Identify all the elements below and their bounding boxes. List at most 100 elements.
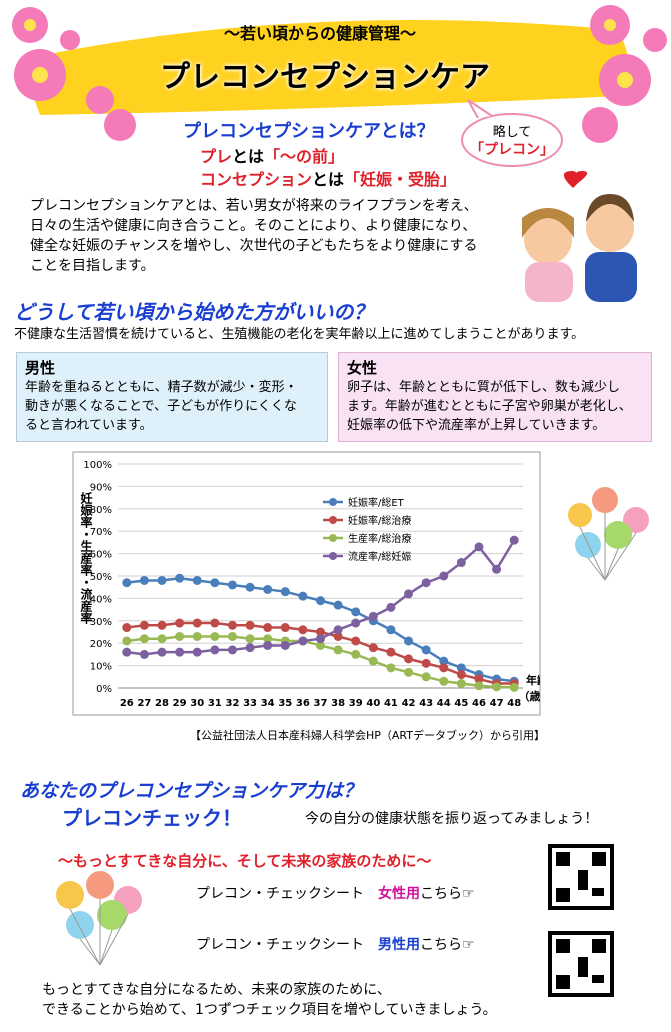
banner xyxy=(20,20,640,115)
data-point xyxy=(386,647,396,657)
data-point xyxy=(175,647,185,657)
x-tick-label: 30 xyxy=(190,698,204,709)
data-point xyxy=(421,645,431,655)
data-point xyxy=(404,636,414,646)
y-tick-label: 30% xyxy=(90,617,112,628)
x-tick-label: 40 xyxy=(366,698,380,709)
x-tick-label: 48 xyxy=(507,698,521,709)
sheet-link[interactable]: プレコン・チェックシート 女性用こちら☞ xyxy=(196,883,475,903)
line: 年齢を重ねるとともに、精子数が減少・変形・ xyxy=(25,380,298,395)
data-point xyxy=(280,623,290,633)
data-point xyxy=(333,600,343,610)
data-point xyxy=(280,640,290,650)
x-tick-label: 31 xyxy=(208,698,222,709)
data-point xyxy=(210,631,220,641)
data-point xyxy=(316,640,325,650)
subtitle: ～若い頃からの健康管理～ xyxy=(223,24,416,43)
data-point xyxy=(456,679,466,689)
data-point xyxy=(263,584,273,594)
data-point xyxy=(245,582,255,592)
data-point xyxy=(122,623,132,633)
sheet-here: こちら☞ xyxy=(420,937,475,953)
data-point xyxy=(122,636,132,646)
word: とは xyxy=(232,147,265,166)
data-point xyxy=(227,631,237,641)
x-tick-label: 45 xyxy=(454,698,468,709)
x-tick-label: 26 xyxy=(120,698,134,709)
line: ことを目指します。 xyxy=(30,258,155,274)
legend-label: 妊娠率/総ET xyxy=(348,496,405,509)
data-point xyxy=(456,558,466,568)
data-point xyxy=(456,670,466,680)
data-point xyxy=(456,663,466,673)
slogan: ～もっとすてきな自分に、そして未来の家族のために～ xyxy=(58,852,432,870)
sheet-link[interactable]: プレコン・チェックシート 男性用こちら☞ xyxy=(196,934,475,954)
check-note: 今の自分の健康状態を振り返ってみましょう！ xyxy=(305,811,599,827)
data-point xyxy=(439,663,449,673)
x-tick-label: 29 xyxy=(173,698,187,709)
data-point xyxy=(122,578,132,588)
data-point xyxy=(474,674,484,684)
x-tick-label: 27 xyxy=(137,698,151,709)
data-point xyxy=(139,634,149,644)
x-tick-label: 39 xyxy=(349,698,363,709)
data-point xyxy=(439,656,449,666)
data-point xyxy=(192,631,202,641)
data-point xyxy=(139,620,149,630)
data-point xyxy=(333,645,343,655)
data-point xyxy=(157,575,167,585)
line: 卵子は、年齢とともに質が低下し、数も減少し xyxy=(347,380,621,395)
data-point xyxy=(227,645,237,655)
data-point xyxy=(351,636,361,646)
data-point xyxy=(351,618,361,628)
line: ます。年齢が進むとともに子宮や卵巣が老化し、 xyxy=(347,399,632,414)
term: プレ xyxy=(200,147,233,166)
data-point xyxy=(245,634,255,644)
data-point xyxy=(421,672,431,682)
male-box: 男性 年齢を重ねるとともに、精子数が減少・変形・ 動きが悪くなることで、子どもが作… xyxy=(16,352,328,442)
legend-label: 妊娠率/総治療 xyxy=(348,514,411,527)
data-point xyxy=(175,573,185,583)
y-tick-label: 70% xyxy=(90,527,112,538)
data-point xyxy=(227,580,237,590)
data-point xyxy=(386,625,396,635)
x-tick-label: 41 xyxy=(384,698,398,709)
meaning: 「妊娠・受胎」 xyxy=(344,170,457,189)
data-point xyxy=(474,681,484,691)
y-tick-label: 50% xyxy=(90,572,112,583)
chart: 0% 10% 20% 30% 40% 50% 60% 70% 80% 90% 100% 26 27 28 2… xyxy=(83,460,541,709)
data-point xyxy=(492,564,502,574)
line: 健全な妊娠のチャンスを増やし、次世代の子どもたちをより健康にする xyxy=(30,238,478,254)
data-point xyxy=(192,618,202,628)
sheet-target: 男性用 xyxy=(378,937,420,953)
couple-illustration xyxy=(522,171,637,302)
data-point xyxy=(404,589,414,599)
line: できることから始めて、1つずつチェック項目を増やしていきましょう。 xyxy=(42,1002,497,1018)
data-point xyxy=(192,575,202,585)
data-point xyxy=(474,542,484,552)
data-point xyxy=(227,620,237,630)
data-point xyxy=(404,667,414,677)
bubble-line: 「プレコン」 xyxy=(470,142,554,158)
data-point xyxy=(404,654,414,664)
check-subheading: プレコンチェック！ xyxy=(62,806,242,830)
y-tick-label: 90% xyxy=(90,482,112,493)
legend-marker xyxy=(329,516,337,524)
data-point xyxy=(386,602,396,612)
line: ると言われています。 xyxy=(25,418,153,433)
about-heading: プレコンセプションケアとは？ xyxy=(183,121,435,142)
x-tick-label: 38 xyxy=(331,698,345,709)
data-point xyxy=(280,587,290,597)
title: プレコンセプションケア xyxy=(160,60,490,95)
y-tick-label: 10% xyxy=(90,662,112,673)
x-tick-label: 44 xyxy=(437,698,451,709)
line: もっとすてきな自分になるため、未来の家族のために、 xyxy=(42,982,391,998)
y-tick-label: 40% xyxy=(90,594,112,605)
x-axis-label: （歳） xyxy=(519,689,541,703)
line: プレコンセプションケアとは、若い男女が将来のライフプランを考え、 xyxy=(30,198,478,214)
why-heading: どうして若い頃から始めた方がいいの？ xyxy=(14,300,374,324)
x-tick-label: 47 xyxy=(490,698,504,709)
data-point xyxy=(192,647,202,657)
data-point xyxy=(210,578,220,588)
